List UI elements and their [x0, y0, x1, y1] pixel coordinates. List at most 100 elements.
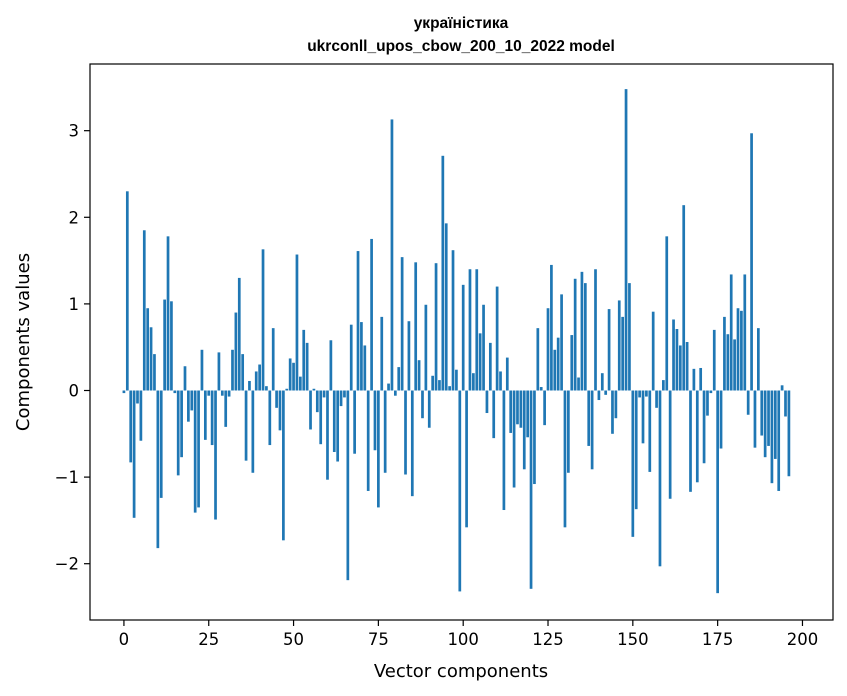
bar-40 — [258, 364, 261, 391]
bar-167 — [689, 390, 692, 492]
bar-187 — [757, 328, 760, 391]
bar-92 — [434, 263, 438, 391]
bar-78 — [387, 383, 390, 391]
bar-188 — [760, 390, 764, 436]
bar-1 — [125, 191, 129, 391]
bar-126 — [550, 264, 553, 391]
bar-132 — [570, 335, 574, 391]
y-tick-label: 1 — [69, 295, 80, 314]
bar-145 — [614, 390, 618, 419]
bar-193 — [777, 390, 781, 491]
bar-98 — [455, 369, 458, 391]
bar-51 — [295, 254, 299, 391]
bar-155 — [648, 390, 652, 472]
bar-104 — [475, 269, 479, 391]
bar-93 — [438, 380, 441, 391]
bar-174 — [712, 329, 716, 391]
bar-68 — [353, 390, 356, 454]
bar-100 — [461, 284, 465, 391]
bar-49 — [288, 358, 292, 391]
x-axis-ticks: 0 25 50 75 100 125 150 175 200 — [119, 620, 818, 649]
bar-41 — [261, 249, 265, 391]
bar-181 — [736, 308, 740, 391]
bar-148 — [624, 89, 628, 391]
bar-15 — [173, 390, 177, 394]
bar-25 — [207, 390, 211, 396]
bar-184 — [746, 390, 750, 415]
x-tick-label: 150 — [617, 630, 649, 649]
bar-54 — [305, 342, 309, 391]
bar-162 — [672, 319, 675, 391]
bar-107 — [485, 390, 489, 414]
y-tick-label: 2 — [69, 208, 80, 227]
bar-17 — [180, 390, 183, 458]
bar-97 — [451, 250, 455, 391]
bar-147 — [621, 316, 625, 391]
bar-172 — [706, 390, 709, 416]
y-tick-label: 3 — [69, 122, 80, 141]
bar-194 — [780, 385, 784, 391]
bar-156 — [651, 311, 655, 391]
bar-63 — [336, 390, 340, 462]
bar-80 — [393, 390, 397, 396]
bar-85 — [410, 390, 414, 497]
bar-0 — [122, 390, 126, 394]
bar-24 — [203, 390, 207, 440]
bar-73 — [370, 238, 373, 391]
bar-64 — [339, 390, 343, 407]
x-tick-label: 175 — [702, 630, 734, 649]
bar-128 — [556, 337, 560, 391]
bar-157 — [655, 390, 658, 408]
bar-42 — [265, 386, 268, 391]
bar-23 — [200, 349, 204, 391]
y-tick-label: −1 — [55, 468, 79, 487]
bar-66 — [346, 390, 350, 581]
bar-96 — [448, 386, 451, 391]
bar-190 — [767, 390, 770, 446]
x-tick-label: 100 — [447, 630, 479, 649]
bar-170 — [699, 367, 703, 391]
bar-110 — [495, 286, 499, 391]
bar-106 — [482, 304, 485, 391]
bar-165 — [682, 205, 686, 391]
bar-177 — [723, 316, 726, 391]
bar-150 — [631, 390, 635, 537]
bar-153 — [641, 390, 645, 444]
bar-79 — [390, 119, 394, 391]
bar-95 — [444, 223, 448, 391]
bar-178 — [726, 334, 730, 391]
bar-30 — [224, 390, 228, 427]
bar-26 — [210, 390, 214, 446]
bar-192 — [773, 390, 777, 459]
bar-7 — [146, 308, 150, 391]
bar-171 — [702, 390, 706, 464]
bar-102 — [468, 269, 472, 391]
bar-81 — [397, 367, 401, 391]
bar-57 — [315, 390, 319, 413]
bar-87 — [417, 360, 421, 391]
bar-176 — [719, 390, 723, 449]
bar-160 — [665, 236, 669, 391]
bar-75 — [377, 390, 380, 508]
bar-139 — [594, 269, 597, 391]
bar-113 — [505, 357, 509, 391]
bar-36 — [244, 390, 248, 461]
bar-183 — [743, 274, 747, 391]
bar-175 — [716, 390, 719, 594]
bar-27 — [214, 390, 217, 520]
x-tick-label: 0 — [119, 630, 130, 649]
bar-152 — [638, 390, 641, 398]
bar-8 — [149, 327, 153, 391]
bar-101 — [465, 390, 468, 528]
bar-20 — [190, 390, 194, 411]
bar-32 — [231, 349, 234, 391]
x-axis-label: Vector components — [374, 661, 548, 682]
bar-47 — [282, 390, 285, 541]
bar-37 — [248, 380, 251, 391]
chart-subtitle: ukrconll_upos_cbow_200_10_2022 model — [307, 38, 615, 55]
bar-108 — [488, 342, 492, 391]
bar-4 — [136, 390, 139, 404]
bar-163 — [675, 329, 679, 391]
bar-61 — [329, 340, 333, 391]
bar-94 — [441, 155, 445, 391]
